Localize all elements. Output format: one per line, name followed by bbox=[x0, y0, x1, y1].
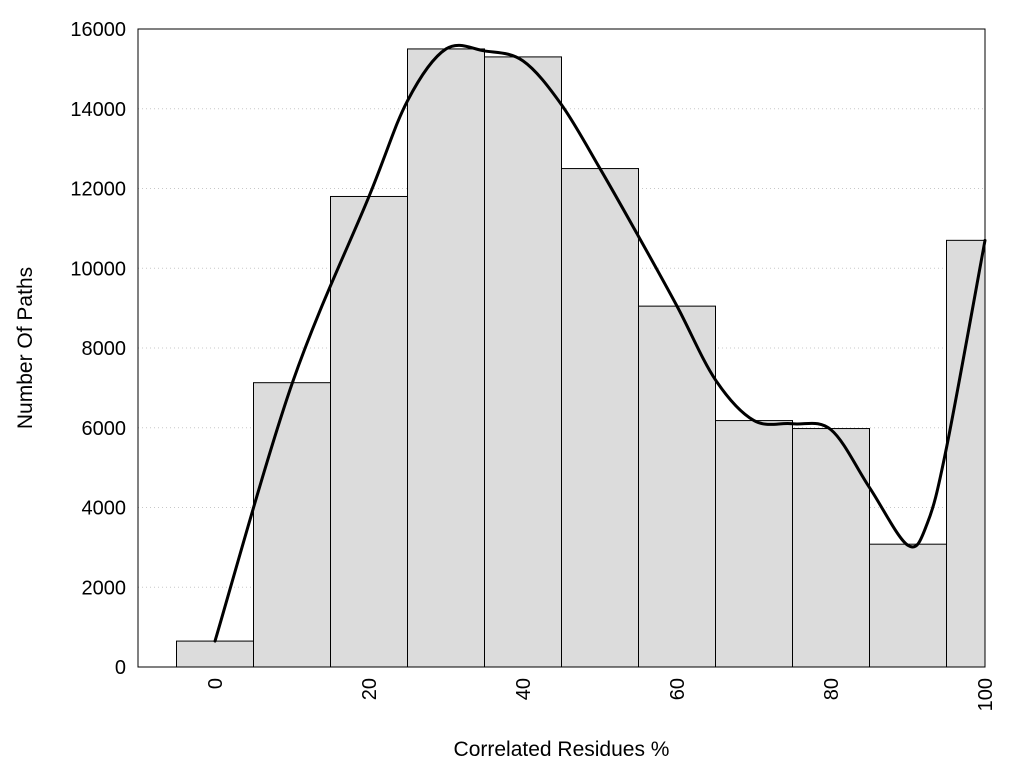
x-tick-label-100: 100 bbox=[975, 678, 997, 711]
smoothed-curve bbox=[213, 43, 987, 643]
x-tick-label-60: 60 bbox=[667, 678, 689, 700]
y-axis-label: Number Of Paths bbox=[14, 267, 37, 429]
y-tick-label-16000: 16000 bbox=[70, 19, 126, 41]
y-tick-label-10000: 10000 bbox=[70, 258, 126, 280]
y-tick-label-2000: 2000 bbox=[82, 577, 127, 599]
bar-70 bbox=[715, 420, 793, 668]
bar-90 bbox=[869, 543, 947, 668]
bar-20 bbox=[330, 195, 408, 668]
x-tick-label-20: 20 bbox=[359, 678, 381, 700]
bar-40 bbox=[484, 56, 562, 668]
bar-30 bbox=[407, 48, 485, 668]
y-tick-label-12000: 12000 bbox=[70, 179, 126, 201]
x-axis-label: Correlated Residues % bbox=[454, 738, 670, 761]
x-tick-label-80: 80 bbox=[821, 678, 843, 700]
plot-frame bbox=[137, 28, 986, 668]
bar-100 bbox=[946, 239, 986, 668]
bar-60 bbox=[638, 305, 716, 668]
y-axis-ticks: 0 2000 4000 6000 8000 10000 12000 14000 16000 bbox=[70, 19, 126, 679]
y-tick-label-8000: 8000 bbox=[82, 338, 127, 360]
bar-0 bbox=[176, 640, 254, 668]
bars bbox=[176, 48, 986, 668]
y-tick-label-4000: 4000 bbox=[82, 498, 127, 520]
y-tick-label-0: 0 bbox=[115, 657, 126, 679]
x-axis-ticks: 0 20 40 60 80 100 bbox=[205, 678, 997, 711]
x-tick-label-0: 0 bbox=[205, 678, 227, 689]
x-tick-label-40: 40 bbox=[513, 678, 535, 700]
bar-80 bbox=[792, 428, 870, 668]
y-tick-label-14000: 14000 bbox=[70, 99, 126, 121]
bar-50 bbox=[561, 168, 639, 668]
bar-10 bbox=[253, 382, 331, 668]
y-tick-label-6000: 6000 bbox=[82, 418, 127, 440]
